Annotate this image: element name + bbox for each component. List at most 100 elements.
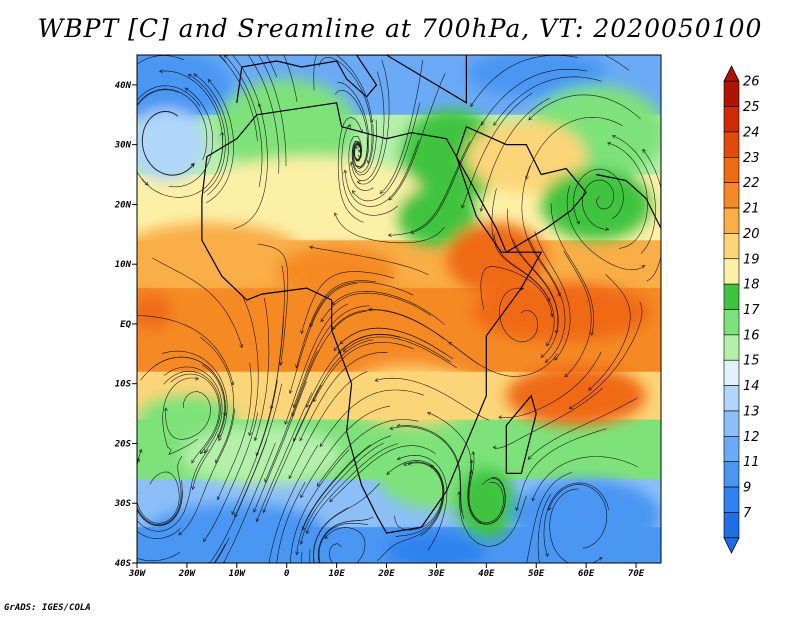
wbpt-patch bbox=[137, 294, 172, 330]
wbpt-patch bbox=[506, 365, 647, 426]
colorbar-label: 19 bbox=[743, 252, 760, 267]
streamline bbox=[257, 243, 289, 366]
streamline-arrow bbox=[334, 212, 338, 217]
streamline bbox=[161, 350, 228, 441]
lon-tick-label: 30W bbox=[128, 569, 147, 579]
lon-tick-label: 50E bbox=[528, 569, 545, 579]
streamline bbox=[337, 333, 452, 363]
streamline-arrow bbox=[266, 572, 269, 575]
streamline bbox=[256, 392, 313, 522]
streamline bbox=[266, 55, 278, 78]
streamline-arrow bbox=[255, 518, 260, 523]
colorbar-label: 17 bbox=[743, 303, 760, 318]
streamline bbox=[339, 327, 454, 360]
streamline bbox=[163, 366, 223, 453]
colorbar-segment bbox=[723, 410, 740, 437]
streamline bbox=[318, 518, 369, 563]
streamline-arrow bbox=[564, 373, 569, 378]
colorbar-label: 11 bbox=[743, 455, 760, 470]
streamline bbox=[254, 297, 270, 441]
streamline bbox=[318, 56, 373, 164]
streamline bbox=[231, 380, 278, 515]
streamline-arrow bbox=[471, 450, 476, 456]
streamline bbox=[318, 523, 368, 563]
coastline bbox=[455, 125, 587, 254]
streamline bbox=[302, 435, 392, 531]
streamline bbox=[316, 419, 419, 487]
streamline-arrow bbox=[498, 415, 503, 420]
lat-tick-label: 30N bbox=[114, 141, 132, 151]
streamline-arrow bbox=[218, 437, 222, 442]
streamline bbox=[352, 102, 421, 202]
streamline-arrow bbox=[540, 354, 545, 358]
longitude-axis: 30W 20W 10W 0 10E 20E 30E 40E 50E 60E 70E bbox=[128, 563, 645, 579]
streamline-arrow bbox=[279, 361, 283, 366]
streamline-arrow bbox=[549, 313, 554, 318]
streamline bbox=[527, 397, 638, 460]
streamline-arrow bbox=[388, 196, 393, 201]
streamline-arrow bbox=[461, 204, 465, 209]
streamline-arrow bbox=[300, 330, 305, 335]
lon-tick-label: 0 bbox=[284, 569, 290, 579]
streamline bbox=[258, 55, 287, 167]
streamline-arrow bbox=[309, 323, 314, 328]
streamline bbox=[205, 79, 234, 204]
streamline-arrow bbox=[355, 590, 358, 593]
streamline-arrow bbox=[546, 342, 550, 347]
lon-tick-label: 30E bbox=[427, 569, 445, 579]
wbpt-patch bbox=[276, 246, 397, 295]
streamline bbox=[222, 442, 276, 563]
streamline bbox=[293, 305, 370, 408]
streamline bbox=[569, 301, 643, 409]
streamline-arrow bbox=[138, 448, 143, 453]
streamline bbox=[467, 459, 506, 525]
streamline-arrow bbox=[554, 356, 559, 361]
streamline bbox=[296, 444, 371, 555]
streamline bbox=[283, 55, 298, 102]
streamline-arrow bbox=[396, 456, 401, 461]
streamline bbox=[214, 537, 230, 563]
wbpt-patch bbox=[446, 222, 547, 295]
streamline-arrow bbox=[257, 102, 262, 108]
streamline-arrow bbox=[133, 514, 136, 518]
streamline bbox=[137, 552, 181, 562]
streamline bbox=[388, 72, 446, 201]
streamline-arrow bbox=[514, 35, 517, 38]
wbpt-patch bbox=[201, 156, 422, 229]
streamline bbox=[200, 337, 235, 464]
streamline-arrow bbox=[292, 437, 297, 442]
streamline-arrow bbox=[357, 149, 362, 154]
streamline-arrow bbox=[568, 405, 573, 410]
colorbar: 26 25 24 23 22 21 20 19 18 17 16 15 14 13 12 11 9 7 bbox=[723, 65, 760, 554]
streamline-arrow bbox=[207, 78, 212, 83]
lon-tick-label: 70E bbox=[628, 569, 645, 579]
plot-frame bbox=[136, 54, 662, 564]
wbpt-patch bbox=[386, 533, 487, 563]
streamline bbox=[343, 336, 457, 369]
streamline bbox=[137, 449, 209, 532]
streamline bbox=[290, 449, 350, 563]
streamline-arrow bbox=[389, 426, 394, 431]
streamline-arrow bbox=[301, 526, 306, 531]
streamline bbox=[493, 234, 555, 347]
streamline bbox=[299, 351, 388, 441]
streamline-arrow bbox=[531, 497, 536, 502]
streamline-arrow bbox=[284, 420, 289, 425]
streamline-arrow bbox=[590, 331, 595, 336]
streamline bbox=[193, 73, 230, 196]
wbpt-patch bbox=[137, 108, 207, 181]
streamline bbox=[386, 460, 445, 537]
streamline-arrow bbox=[262, 509, 267, 514]
streamline bbox=[268, 445, 319, 563]
streamline-arrow bbox=[305, 530, 310, 535]
colorbar-segment bbox=[723, 461, 740, 488]
streamline bbox=[357, 59, 390, 185]
streamline-arrow bbox=[264, 478, 268, 483]
streamline bbox=[337, 116, 364, 223]
streamline bbox=[573, 168, 624, 225]
streamline-arrow bbox=[288, 475, 293, 480]
streamline bbox=[493, 387, 603, 449]
streamline bbox=[165, 391, 211, 440]
lat-tick-label: EQ bbox=[120, 320, 131, 330]
wbpt-patch bbox=[156, 288, 517, 360]
